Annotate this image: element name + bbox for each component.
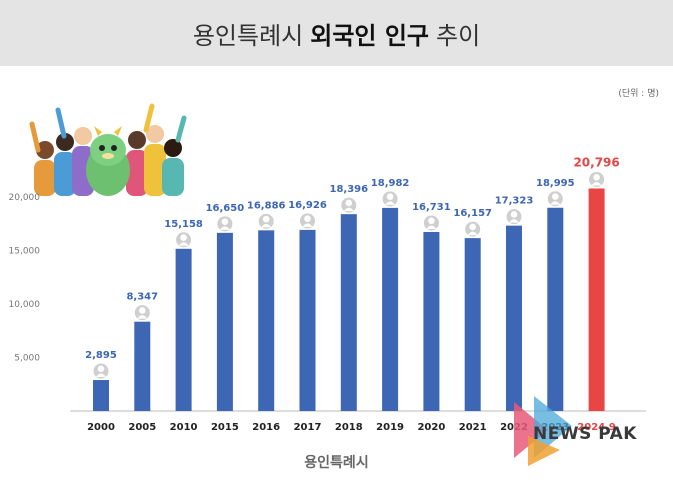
bar [588, 188, 605, 411]
person-icon-head [428, 217, 435, 225]
person-icon-head [221, 218, 229, 225]
person-icon-head [386, 193, 394, 200]
watermark-text: NEWS PAK [533, 424, 637, 444]
data-label: 16,650 [206, 203, 245, 214]
person-icon-head [345, 199, 353, 207]
person-icon-body [96, 373, 106, 378]
person-icon-head [552, 193, 559, 200]
bar [93, 380, 109, 411]
person-icon-head [139, 307, 146, 314]
person-icon-head [510, 211, 518, 218]
person-icon-body [137, 315, 148, 319]
data-label: 16,886 [247, 200, 286, 211]
person-icon-body [219, 226, 230, 230]
unit-note: (단위 : 명) [618, 89, 659, 99]
bar [175, 248, 192, 411]
person-icon-head [262, 215, 270, 223]
person-icon-body [385, 201, 396, 205]
data-label: 2,895 [85, 350, 117, 361]
bar [340, 214, 357, 411]
x-tick-label: 2010 [170, 422, 198, 433]
newspak-logo-icon [514, 396, 572, 466]
bar [299, 229, 316, 411]
mascot-icon [86, 126, 130, 196]
x-tick-label: 2017 [294, 422, 322, 433]
data-label: 16,731 [412, 202, 451, 213]
data-label: 20,796 [573, 155, 619, 169]
x-tick-label: 2020 [417, 422, 445, 433]
person-icon-body [426, 225, 437, 229]
x-tick-label: 2018 [335, 422, 363, 433]
x-tick-label: 2021 [459, 422, 487, 433]
bar [464, 238, 481, 411]
bar [134, 321, 151, 411]
person-icon-head [469, 223, 477, 231]
y-tick-label: 5,000 [14, 354, 40, 364]
data-label: 8,347 [126, 292, 158, 303]
data-label: 16,926 [288, 200, 327, 211]
data-label: 18,396 [330, 184, 369, 195]
x-tick-label: 2019 [376, 422, 404, 433]
person-icon-body [591, 181, 602, 186]
data-label: 15,158 [164, 219, 203, 230]
person-icon-body [178, 242, 189, 246]
bar [506, 225, 522, 411]
data-label: 18,995 [536, 178, 575, 189]
person-icon-head [304, 215, 311, 222]
person-icon-body [343, 207, 354, 212]
title-bold: 외국인 인구 [310, 21, 429, 50]
x-tick-label: 2024.9 [577, 422, 616, 433]
x-tick-label: 2000 [87, 422, 115, 433]
y-tick-label: 20,000 [9, 193, 41, 203]
title-prefix: 용인특례시 [192, 21, 304, 50]
data-label: 18,982 [371, 178, 410, 189]
crowd-illustration [29, 103, 187, 196]
bar-chart: 5,000 10,000 15,000 20,000 2,895 2000 8,347 200… [9, 155, 646, 433]
chart-title: 용인특례시 외국인 인구 추이 [0, 0, 673, 66]
y-tick-label: 10,000 [9, 300, 41, 310]
crowd-people [29, 103, 187, 196]
bar [258, 230, 275, 411]
person-icon-body [302, 223, 313, 227]
bar [216, 232, 233, 411]
person-icon-body [550, 201, 561, 205]
x-tick-label: 2016 [252, 422, 280, 433]
bar [382, 207, 399, 411]
x-tick-label: 2015 [211, 422, 239, 433]
person-icon-body [261, 223, 272, 228]
bar [423, 231, 440, 411]
title-suffix: 추이 [436, 21, 481, 50]
bar [547, 207, 564, 411]
person-icon-head [593, 173, 600, 181]
y-tick-label: 15,000 [9, 247, 41, 257]
data-label: 17,323 [495, 196, 534, 207]
person-icon-body [467, 231, 478, 236]
data-label: 16,157 [453, 208, 492, 219]
x-tick-label: 2005 [128, 422, 156, 433]
person-icon-head [180, 234, 187, 241]
footer-logo: 용인특례시 [304, 455, 369, 471]
person-icon-head [97, 365, 105, 373]
person-icon-body [509, 219, 519, 223]
